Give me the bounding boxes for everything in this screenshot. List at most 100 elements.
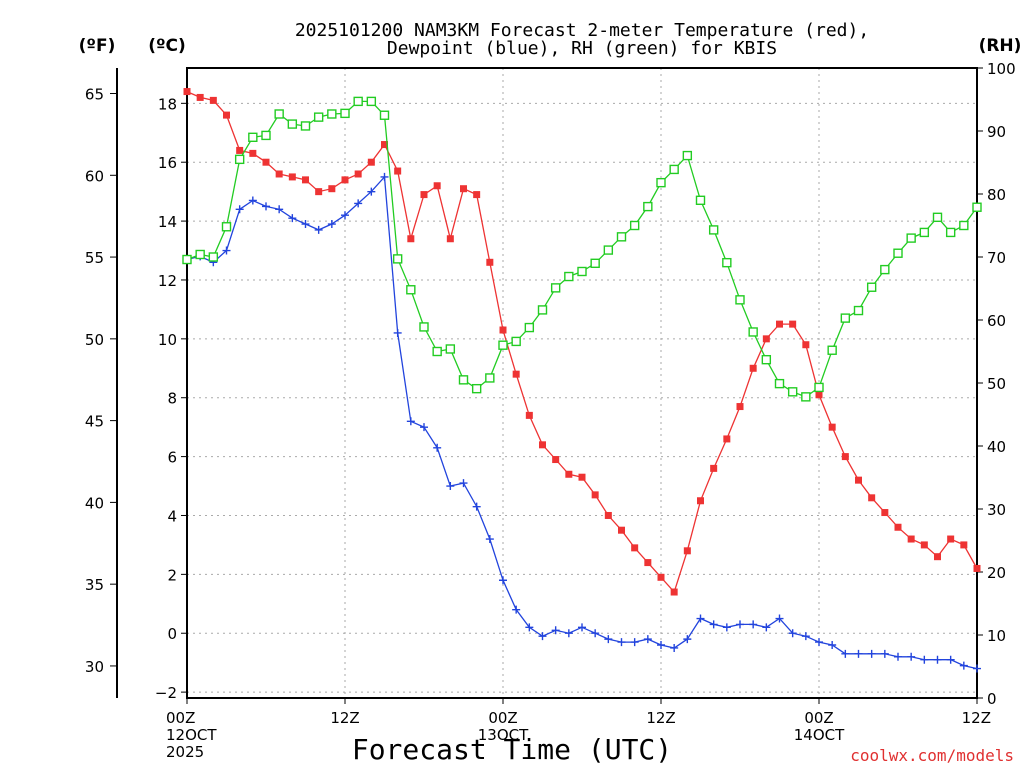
temperature-point bbox=[460, 185, 467, 193]
temperature-point bbox=[894, 523, 902, 531]
rh-point bbox=[577, 266, 587, 277]
temperature-point bbox=[539, 441, 546, 449]
f-tick-label: 60 bbox=[85, 167, 104, 185]
dewpoint-point bbox=[670, 643, 679, 652]
rh-point bbox=[195, 249, 205, 260]
temperature-point bbox=[354, 170, 362, 178]
rh-point bbox=[392, 254, 403, 264]
f-tick-label: 50 bbox=[85, 331, 104, 349]
temperature-point bbox=[407, 235, 415, 243]
temperature-point bbox=[683, 547, 691, 555]
dewpoint-point bbox=[815, 638, 823, 647]
dewpoint-point bbox=[433, 443, 442, 452]
rh-point bbox=[432, 346, 442, 357]
rh-point bbox=[234, 154, 245, 165]
temperature-point bbox=[433, 182, 441, 190]
c-tick-label: 12 bbox=[158, 272, 177, 290]
f-tick-label: 65 bbox=[85, 86, 104, 104]
c-tick-label: −2 bbox=[155, 684, 177, 702]
rh-point bbox=[919, 227, 930, 238]
x-tick-label: 00Z bbox=[166, 709, 195, 727]
dewpoint-point bbox=[604, 635, 613, 644]
temperature-point bbox=[855, 476, 862, 484]
dewpoint-line bbox=[186, 175, 978, 670]
dewpoint-point bbox=[301, 220, 310, 229]
x-tick-label: 00Z bbox=[488, 709, 517, 727]
rh-point bbox=[182, 254, 192, 265]
rh-point bbox=[445, 344, 456, 354]
chart-title-line1: 2025101200 NAM3KM Forecast 2-meter Tempe… bbox=[295, 20, 869, 41]
rh-point bbox=[313, 112, 324, 122]
dewpoint-point bbox=[643, 635, 652, 644]
dewpoint-point bbox=[235, 205, 244, 214]
dewpoint-point bbox=[499, 576, 507, 585]
dewpoint-point bbox=[525, 623, 534, 632]
rh-point bbox=[208, 252, 219, 262]
temperature-point bbox=[381, 141, 388, 149]
fahrenheit-axis: 30 35 40 45 50 55 60 65 bbox=[85, 86, 117, 676]
c-tick-label: 16 bbox=[158, 154, 177, 172]
dewpoint-point bbox=[341, 211, 349, 220]
rh-point bbox=[353, 96, 363, 107]
temperature-point bbox=[367, 158, 375, 166]
rh-point bbox=[616, 232, 627, 242]
rh-point bbox=[748, 327, 758, 337]
temperature-point bbox=[209, 96, 217, 104]
temperature-point bbox=[275, 170, 283, 178]
dewpoint-point bbox=[617, 638, 626, 647]
dewpoint-point bbox=[564, 629, 573, 638]
data-series bbox=[182, 88, 982, 673]
rh-point bbox=[840, 313, 851, 323]
dewpoint-point bbox=[841, 649, 850, 658]
dewpoint-point bbox=[420, 423, 428, 432]
dewpoint-point bbox=[551, 626, 560, 635]
temperature-point bbox=[868, 494, 876, 502]
temperature-point bbox=[697, 497, 704, 505]
plot-frame bbox=[186, 67, 978, 699]
dewpoint-point bbox=[354, 199, 363, 208]
rh-tick-label: 50 bbox=[987, 375, 1006, 393]
rh-point bbox=[629, 220, 640, 231]
dewpoint-point bbox=[248, 196, 257, 205]
series-temperature bbox=[183, 88, 981, 596]
temperature-point bbox=[762, 335, 770, 343]
c-tick-label: 6 bbox=[167, 449, 177, 467]
temperature-point bbox=[631, 544, 639, 552]
temperature-point bbox=[776, 320, 783, 328]
temperature-point bbox=[749, 364, 757, 372]
rh-point bbox=[761, 354, 772, 365]
rh-point bbox=[827, 345, 837, 355]
temperature-point bbox=[183, 88, 191, 96]
rh-point bbox=[669, 164, 679, 175]
dewpoint-point bbox=[367, 187, 376, 196]
temperature-point bbox=[841, 453, 849, 461]
rh-point bbox=[866, 282, 877, 292]
dewpoint-point bbox=[709, 620, 718, 629]
c-tick-label: 10 bbox=[158, 331, 177, 349]
dewpoint-point bbox=[749, 620, 758, 629]
rh-point bbox=[814, 382, 824, 393]
temperature-point bbox=[802, 341, 810, 349]
rh-point bbox=[695, 195, 706, 206]
temperature-point bbox=[973, 564, 981, 572]
rh-tick-label: 30 bbox=[987, 501, 1006, 519]
rh-point bbox=[327, 109, 337, 119]
dewpoint-point bbox=[327, 220, 336, 229]
rh-point bbox=[511, 336, 521, 347]
rh-point bbox=[906, 233, 916, 243]
rh-point bbox=[735, 295, 745, 305]
temperature-point bbox=[710, 464, 718, 472]
rh-tick-label: 40 bbox=[987, 438, 1006, 456]
temperature-point bbox=[552, 456, 560, 464]
rh-point bbox=[853, 305, 864, 316]
dewpoint-point bbox=[933, 655, 942, 664]
dewpoint-point bbox=[788, 629, 797, 638]
c-tick-label: 4 bbox=[167, 507, 177, 525]
dewpoint-point bbox=[722, 623, 731, 632]
c-tick-label: 14 bbox=[158, 213, 177, 231]
rh-point bbox=[537, 305, 548, 315]
dewpoint-point bbox=[683, 635, 692, 644]
gridlines bbox=[186, 68, 978, 698]
temperature-point bbox=[815, 391, 823, 399]
rh-point bbox=[787, 387, 798, 397]
